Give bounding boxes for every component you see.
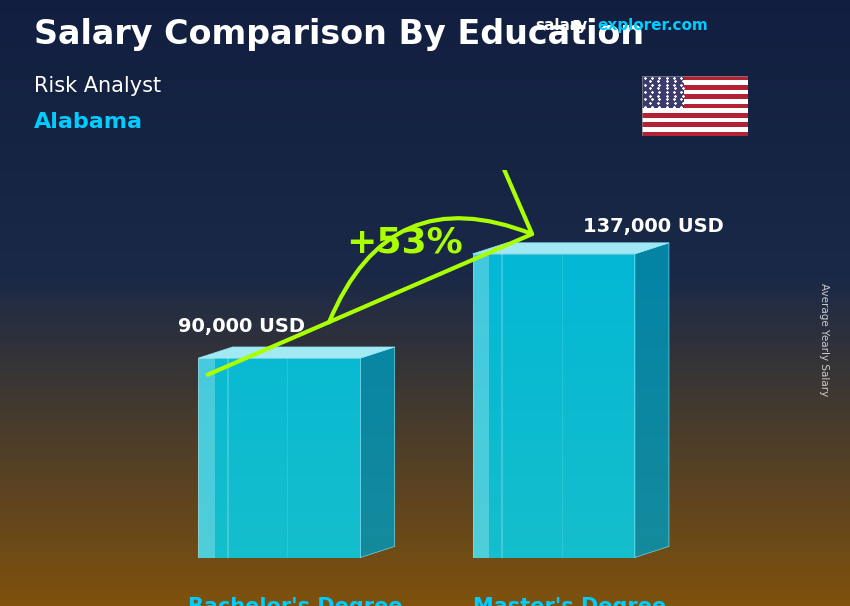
Bar — [642, 132, 748, 136]
Bar — [642, 76, 748, 81]
Polygon shape — [473, 254, 635, 558]
Polygon shape — [473, 254, 489, 558]
Polygon shape — [198, 358, 360, 558]
Bar — [642, 81, 748, 85]
Text: salary: salary — [536, 18, 588, 33]
Bar — [642, 85, 748, 90]
Polygon shape — [198, 347, 394, 358]
Text: Master's Degree: Master's Degree — [473, 598, 666, 606]
Text: 137,000 USD: 137,000 USD — [583, 217, 723, 236]
Text: Bachelor's Degree: Bachelor's Degree — [188, 598, 402, 606]
Text: Alabama: Alabama — [34, 112, 143, 132]
Bar — [642, 104, 748, 108]
Text: Risk Analyst: Risk Analyst — [34, 76, 162, 96]
Text: 90,000 USD: 90,000 USD — [178, 317, 305, 336]
Bar — [642, 90, 748, 95]
Text: +53%: +53% — [346, 226, 462, 260]
Polygon shape — [198, 358, 214, 558]
Bar — [642, 127, 748, 132]
Bar — [642, 108, 748, 113]
Bar — [642, 118, 748, 122]
Text: Salary Comparison By Education: Salary Comparison By Education — [34, 18, 644, 51]
Bar — [642, 122, 748, 127]
Polygon shape — [473, 243, 669, 254]
Bar — [642, 113, 748, 118]
Text: explorer.com: explorer.com — [598, 18, 708, 33]
Bar — [642, 99, 748, 104]
Polygon shape — [635, 243, 669, 558]
Polygon shape — [360, 347, 394, 558]
FancyArrowPatch shape — [207, 0, 532, 375]
Bar — [642, 95, 748, 99]
Text: Average Yearly Salary: Average Yearly Salary — [819, 283, 829, 396]
Bar — [642, 76, 684, 108]
